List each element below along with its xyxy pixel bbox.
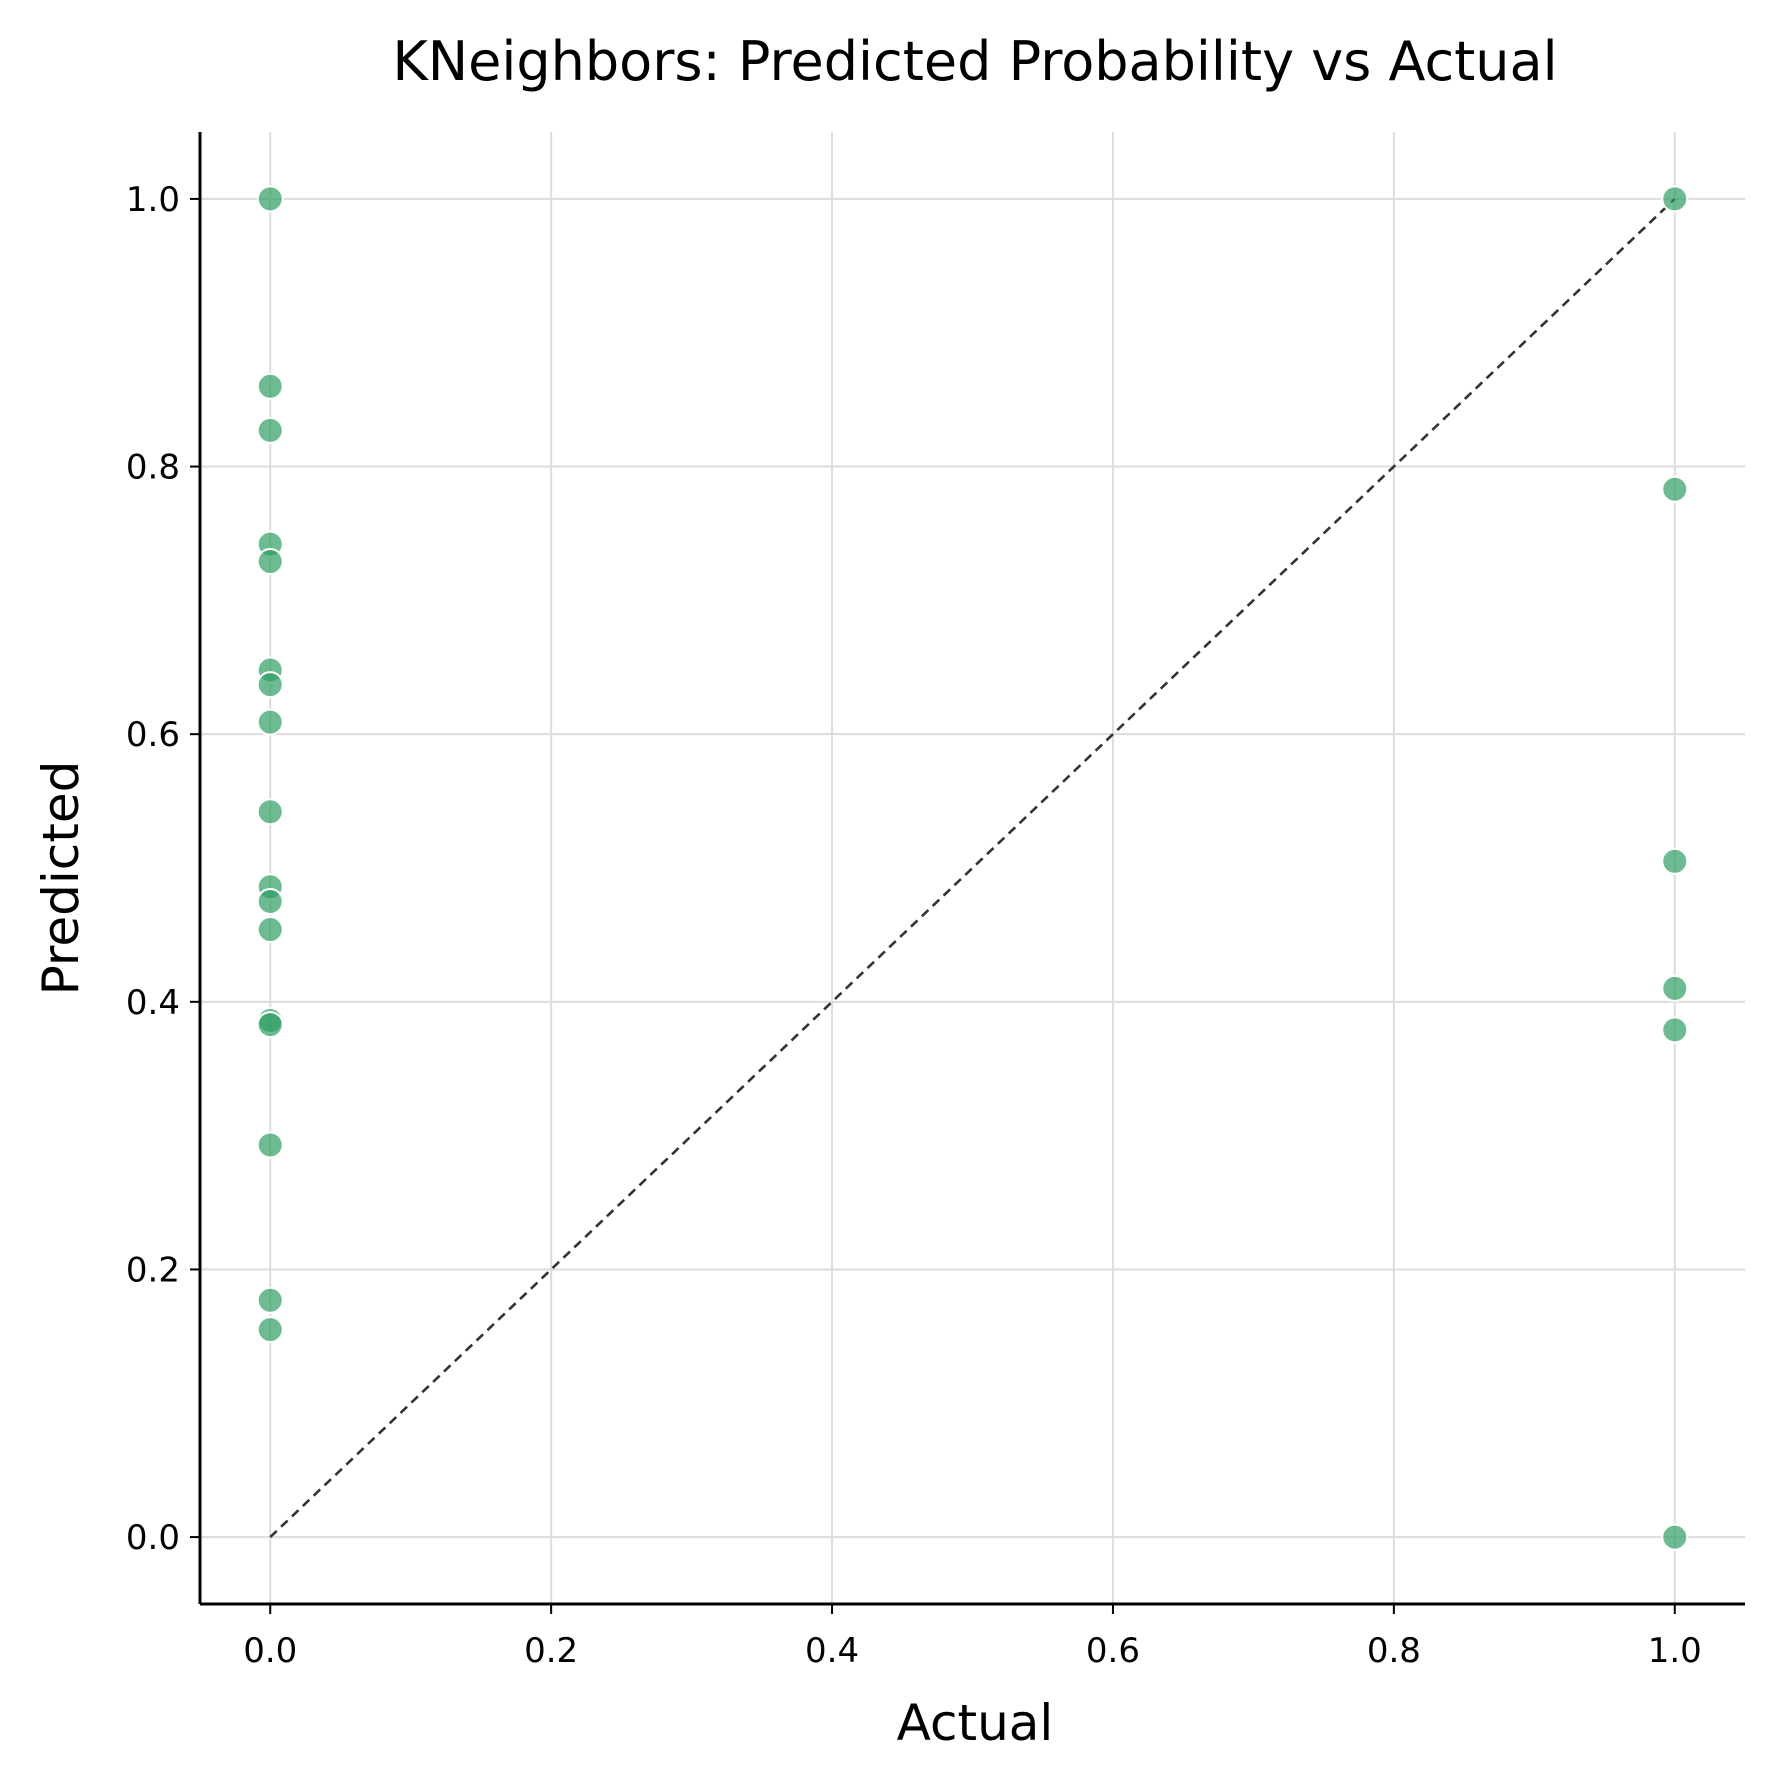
- data-point: [256, 916, 284, 944]
- x-axis-label: Actual: [897, 1694, 1054, 1752]
- data-points: [256, 185, 1689, 1551]
- y-tick-label: 0.8: [126, 448, 180, 488]
- data-point: [256, 671, 284, 699]
- x-tick-label: 0.6: [1086, 1631, 1140, 1671]
- x-tick-label: 1.0: [1648, 1631, 1702, 1671]
- x-tick-label: 0.0: [243, 1631, 297, 1671]
- data-point: [256, 548, 284, 576]
- y-axis-label: Predicted: [32, 761, 90, 996]
- data-point: [1661, 847, 1689, 875]
- data-point: [256, 416, 284, 444]
- data-point: [256, 1131, 284, 1159]
- data-point: [1661, 185, 1689, 213]
- data-point: [1661, 1523, 1689, 1551]
- y-tick-label: 0.2: [126, 1250, 180, 1290]
- y-tick-label: 0.4: [126, 983, 180, 1023]
- y-tick-label: 1.0: [126, 180, 180, 220]
- y-ticks: 0.0 0.2 0.4 0.6 0.8 1.0: [126, 180, 200, 1558]
- data-point: [256, 887, 284, 915]
- reference-line: [269, 197, 1676, 1539]
- chart-title: KNeighbors: Predicted Probability vs Act…: [392, 30, 1557, 93]
- reference-line-group: [269, 197, 1676, 1539]
- data-point: [256, 798, 284, 826]
- data-point: [256, 1011, 284, 1039]
- x-ticks: 0.0 0.2 0.4 0.6 0.8 1.0: [243, 1604, 1702, 1671]
- x-tick-label: 0.8: [1367, 1631, 1421, 1671]
- data-point: [256, 185, 284, 213]
- y-tick-label: 0.6: [126, 715, 180, 755]
- data-point: [256, 372, 284, 400]
- data-point: [1661, 475, 1689, 503]
- x-tick-label: 0.4: [805, 1631, 859, 1671]
- data-point: [256, 1316, 284, 1344]
- data-point: [256, 1286, 284, 1314]
- data-point: [256, 708, 284, 736]
- x-tick-label: 0.2: [524, 1631, 578, 1671]
- y-tick-label: 0.0: [126, 1518, 180, 1558]
- data-point: [1661, 1016, 1689, 1044]
- axes: [198, 132, 1745, 1606]
- data-point: [1661, 974, 1689, 1002]
